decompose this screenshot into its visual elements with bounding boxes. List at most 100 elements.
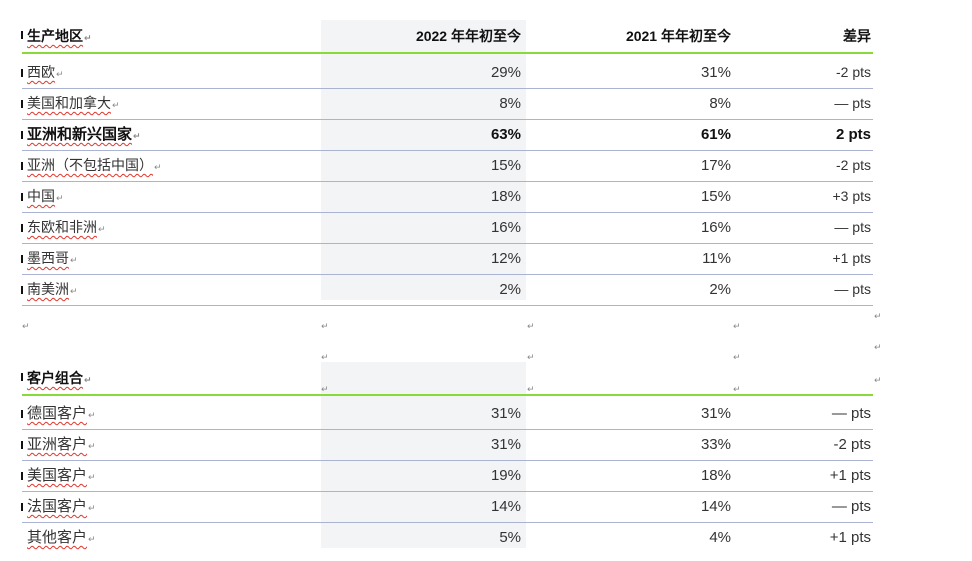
value-2022: 14% — [490, 498, 521, 515]
value-2022: 18% — [490, 188, 521, 205]
value-difference: — pts — [834, 219, 871, 235]
row-marker — [21, 162, 23, 170]
table-row: 美国客户↵ 19% 18% +1 pts — [22, 460, 873, 492]
value-2021: 15% — [700, 188, 731, 205]
row-label: 德国客户↵ — [27, 405, 96, 422]
header-region: 生产地区↵ — [27, 28, 92, 44]
table-row: 墨西哥↵ 12% 11% +1 pts — [22, 243, 873, 275]
paragraph-mark: ↵ — [527, 352, 535, 362]
value-difference: — pts — [834, 95, 871, 111]
table-row: 中国↵ 18% 15% +3 pts — [22, 181, 873, 213]
table-row: 亚洲和新兴国家↵ 63% 61% 2 pts — [22, 119, 873, 151]
value-2021: 17% — [700, 157, 731, 174]
row-label: 亚洲（不包括中国）↵ — [27, 157, 162, 173]
paragraph-mark: ↵ — [321, 352, 329, 362]
value-2021: 18% — [700, 467, 731, 484]
row-marker — [21, 286, 23, 294]
table-row: 其他客户↵ 5% 4% +1 pts — [22, 522, 873, 553]
value-difference: +1 pts — [829, 529, 871, 546]
table-row: 美国和加拿大↵ 8% 8% — pts — [22, 88, 873, 120]
table-row: 南美洲↵ 2% 2% — pts — [22, 274, 873, 306]
paragraph-mark: ↵ — [733, 384, 741, 394]
value-difference: — pts — [831, 405, 871, 422]
row-label: 西欧↵ — [27, 64, 64, 80]
table-row: 法国客户↵ 14% 14% — pts — [22, 491, 873, 523]
value-difference: — pts — [834, 281, 871, 297]
row-label: 中国↵ — [27, 188, 64, 204]
paragraph-mark: ↵ — [874, 342, 882, 352]
row-label: 亚洲客户↵ — [27, 436, 96, 453]
value-difference: +1 pts — [829, 467, 871, 484]
row-marker — [21, 472, 23, 480]
row-marker — [21, 503, 23, 511]
header-2021: 2021 年年初至今 — [625, 28, 731, 44]
row-marker — [21, 193, 23, 201]
table-row: 东欧和非洲↵ 16% 16% — pts — [22, 212, 873, 244]
row-marker — [21, 31, 23, 39]
value-2021: 61% — [700, 126, 731, 143]
row-marker — [21, 441, 23, 449]
row-marker — [21, 373, 23, 381]
value-difference: -2 pts — [833, 436, 871, 453]
row-label: 其他客户↵ — [27, 529, 96, 546]
value-2022: 19% — [490, 467, 521, 484]
value-difference: -2 pts — [835, 64, 871, 80]
paragraph-mark: ↵ — [22, 321, 30, 331]
value-difference: +3 pts — [832, 188, 871, 204]
row-label: 墨西哥↵ — [27, 250, 78, 266]
table-row: 亚洲客户↵ 31% 33% -2 pts — [22, 429, 873, 461]
value-2022: 29% — [490, 64, 521, 81]
header-2022: 2022 年年初至今 — [415, 28, 521, 44]
row-marker — [21, 410, 23, 418]
value-2021: 4% — [709, 529, 731, 546]
value-2022: 15% — [490, 157, 521, 174]
paragraph-mark: ↵ — [527, 384, 535, 394]
header-difference: 差异 — [843, 28, 871, 44]
row-marker — [21, 100, 23, 108]
table-row: 西欧↵ 29% 31% -2 pts — [22, 57, 873, 89]
value-2022: 12% — [490, 250, 521, 267]
paragraph-mark: ↵ — [527, 321, 535, 331]
column-shade-top — [321, 20, 526, 300]
value-2021: 33% — [700, 436, 731, 453]
value-difference: — pts — [831, 498, 871, 515]
value-2021: 8% — [709, 95, 731, 112]
value-2021: 31% — [700, 405, 731, 422]
table-header-row: 客户组合↵ ↵ ↵ ↵ ↵ — [22, 363, 882, 396]
column-shade-bottom — [321, 362, 526, 548]
value-2021: 16% — [700, 219, 731, 236]
header-customer-mix: 客户组合↵ — [27, 370, 92, 386]
paragraph-mark: ↵ — [733, 321, 741, 331]
paragraph-mark: ↵ — [321, 384, 329, 394]
row-label: 亚洲和新兴国家↵ — [27, 126, 141, 143]
row-label: 东欧和非洲↵ — [27, 219, 106, 235]
row-label: 美国客户↵ — [27, 467, 96, 484]
row-label: 法国客户↵ — [27, 498, 96, 515]
row-marker — [21, 255, 23, 263]
value-2022: 16% — [490, 219, 521, 236]
value-2022: 31% — [490, 405, 521, 422]
row-marker — [21, 131, 23, 139]
table-header-row: 生产地区↵ 2022 年年初至今 2021 年年初至今 差异 — [22, 21, 873, 54]
paragraph-mark: ↵ — [874, 311, 882, 321]
value-difference: 2 pts — [835, 126, 871, 143]
value-difference: -2 pts — [835, 157, 871, 173]
row-marker — [21, 69, 23, 77]
table-row: 德国客户↵ 31% 31% — pts — [22, 398, 873, 430]
value-2022: 8% — [499, 95, 521, 112]
row-label: 美国和加拿大↵ — [27, 95, 120, 111]
row-label: 南美洲↵ — [27, 281, 78, 297]
value-2021: 14% — [700, 498, 731, 515]
value-2022: 31% — [490, 436, 521, 453]
row-marker — [21, 224, 23, 232]
paragraph-mark: ↵ — [733, 352, 741, 362]
value-2021: 11% — [702, 250, 731, 267]
value-difference: +1 pts — [832, 250, 871, 266]
value-2021: 31% — [700, 64, 731, 81]
paragraph-mark: ↵ — [874, 375, 882, 385]
paragraph-mark: ↵ — [321, 321, 329, 331]
value-2022: 63% — [490, 126, 521, 143]
value-2022: 5% — [499, 529, 521, 546]
value-2022: 2% — [499, 281, 521, 298]
value-2021: 2% — [709, 281, 731, 298]
